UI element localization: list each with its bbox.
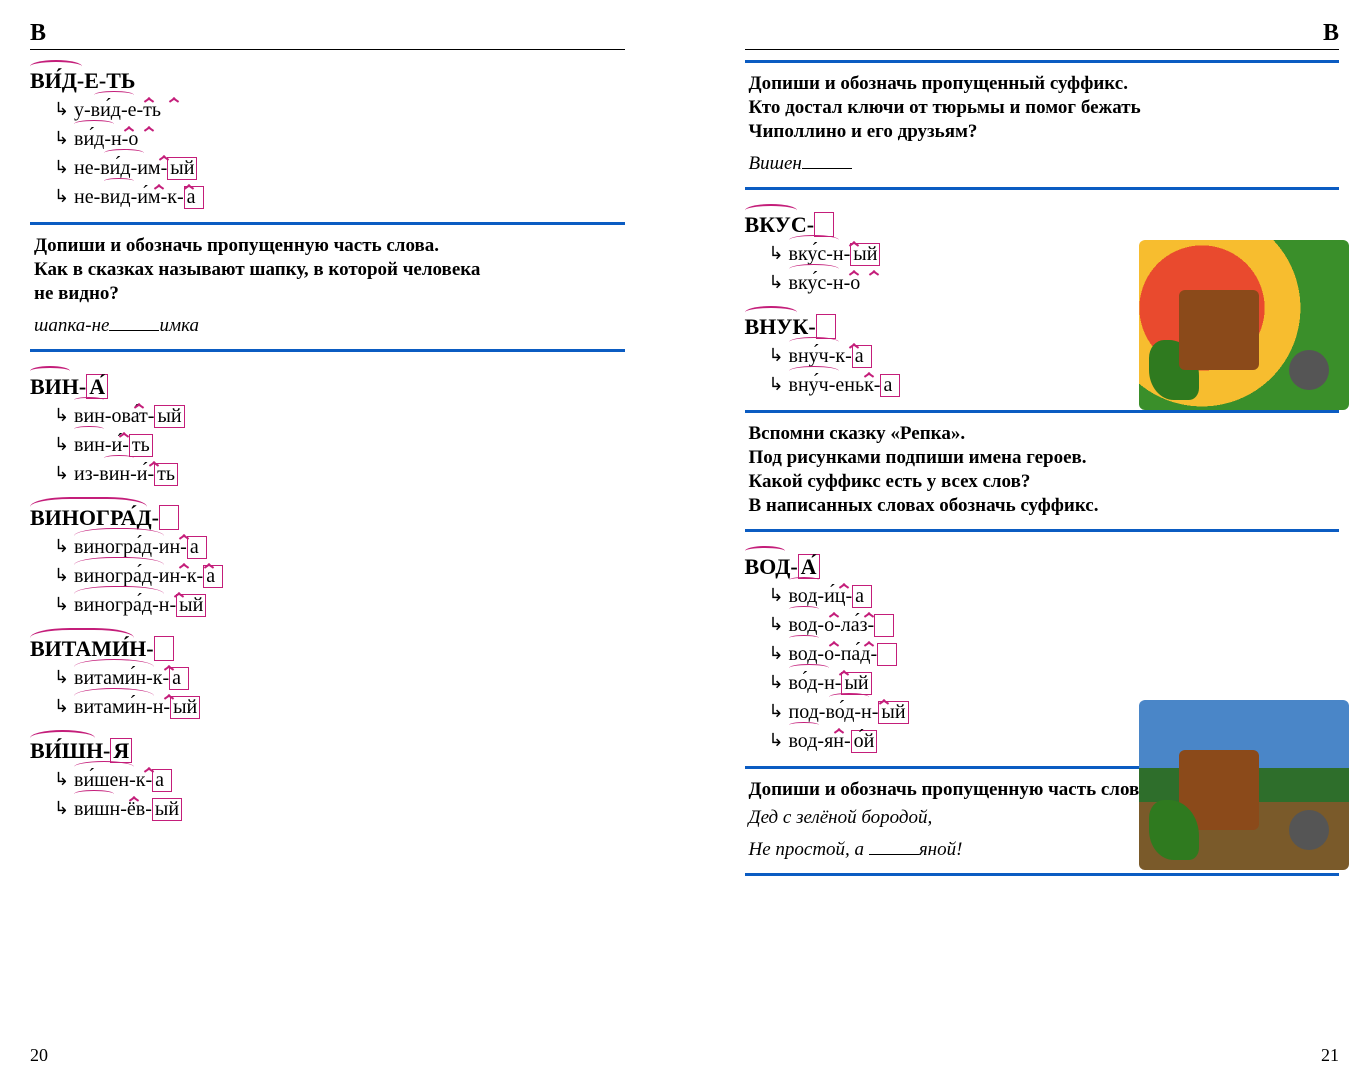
ending-box: ый [878, 701, 908, 724]
task-fillin: шапка-неимка [34, 311, 621, 337]
ending-box: Я [110, 738, 132, 763]
ending-box: ый [841, 672, 871, 695]
derivative-item: витами́н-н-ый [58, 693, 625, 722]
task-line: Под рисунками подпиши имена героев. [749, 447, 1336, 469]
blank[interactable] [802, 149, 852, 169]
ending-box: а [184, 186, 204, 209]
derivative-item: вод-о-ла́з- [773, 611, 1340, 640]
derivative-list: у-ви́д-е-тьви́д-н-оне-ви́д-им-ыйне-вид-и… [58, 96, 625, 212]
headword: ВИНОГРА́Д- [30, 505, 179, 531]
ending-box-empty [154, 636, 174, 661]
illustration-repka [1139, 240, 1349, 410]
ending-box: ть [129, 434, 153, 457]
derivative-list: витами́н-к-авитами́н-н-ый [58, 664, 625, 722]
section-letter-right: В [745, 20, 1340, 50]
ending-box-empty [816, 314, 836, 339]
ending-box: о́й [851, 730, 878, 753]
ending-box: ть [154, 463, 178, 486]
ending-box: ый [176, 594, 206, 617]
ending-box: а [169, 667, 189, 690]
task-line: Чиполлино и его друзьям? [749, 121, 1336, 143]
ending-box: ый [154, 405, 184, 428]
derivative-item: у-ви́д-е-ть [58, 96, 625, 125]
headword: ВИ́ШН-Я [30, 738, 132, 764]
derivative-item: ви́д-н-о [58, 125, 625, 154]
illustration-watermill [1139, 700, 1349, 870]
derivative-item: вод-о-па́д- [773, 640, 1340, 669]
derivative-item: из-вин-и́-ть [58, 460, 625, 489]
headword: ВИ́Д-Е-ТЬ [30, 68, 135, 94]
ending-box: ый [170, 696, 200, 719]
derivative-list: вин-ова́т-ыйвин-и́-тьиз-вин-и́-ть [58, 402, 625, 489]
ending-box: а [203, 565, 223, 588]
headword: ВИТАМИ́Н- [30, 636, 174, 662]
headword: ВКУС- [745, 212, 835, 238]
ending-box: а [880, 374, 900, 397]
task-box-right-1: Допиши и обозначь пропущенный суффикс. К… [745, 60, 1340, 190]
ending-box: А́ [798, 554, 820, 579]
ending-box: А́ [86, 374, 108, 399]
task-fillin: Вишен [749, 149, 1336, 175]
ending-box: ый [167, 157, 197, 180]
ending-box: а [152, 769, 172, 792]
task-box-right-2: Вспомни сказку «Репка». Под рисунками по… [745, 410, 1340, 532]
headword: ВНУК- [745, 314, 836, 340]
task-line: Какой суффикс есть у всех слов? [749, 471, 1336, 493]
task-line: не видно? [34, 283, 621, 305]
ending-box-empty [877, 643, 897, 666]
derivative-list: ви́шен-к-авишн-ёв-ый [58, 766, 625, 824]
derivative-item: витами́н-к-а [58, 664, 625, 693]
blank[interactable] [109, 311, 159, 331]
page-number-right: 21 [1321, 1045, 1339, 1066]
page-right: В Допиши и обозначь пропущенный суффикс.… [685, 0, 1369, 1080]
headword: ВОД-А́ [745, 554, 820, 580]
ending-box: ый [850, 243, 880, 266]
task-line: В написанных словах обозначь суффикс. [749, 495, 1336, 517]
task-box-left-1: Допиши и обозначь пропущенную часть слов… [30, 222, 625, 352]
section-letter-left: В [30, 20, 625, 50]
ending-box: а [852, 585, 872, 608]
task-line: Вспомни сказку «Репка». [749, 423, 1336, 445]
headword: ВИН-А́ [30, 374, 108, 400]
derivative-item: вин-и́-ть [58, 431, 625, 460]
ending-box-empty [874, 614, 894, 637]
ending-box: а [187, 536, 207, 559]
task-line: Как в сказках называют шапку, в которой … [34, 259, 621, 281]
derivative-item: ви́шен-к-а [58, 766, 625, 795]
page-number-left: 20 [30, 1045, 48, 1066]
derivative-item: вишн-ёв-ый [58, 795, 625, 824]
derivative-item: не-ви́д-им-ый [58, 154, 625, 183]
ending-box-empty [159, 505, 179, 530]
task-line: Допиши и обозначь пропущенный суффикс. [749, 73, 1336, 95]
derivative-item: вин-ова́т-ый [58, 402, 625, 431]
ending-box-empty [814, 212, 834, 237]
derivative-item: не-вид-и́м-к-а [58, 183, 625, 212]
task-line: Кто достал ключи от тюрьмы и помог бежат… [749, 97, 1336, 119]
derivative-item: вод-и́ц-а [773, 582, 1340, 611]
page-left: В ВИ́Д-Е-ТЬу-ви́д-е-тьви́д-н-оне-ви́д-им… [0, 0, 685, 1080]
ending-box: а [852, 345, 872, 368]
derivative-list: виногра́д-ин-авиногра́д-ин-к-авиногра́д-… [58, 533, 625, 620]
task-line: Допиши и обозначь пропущенную часть слов… [34, 235, 621, 257]
blank[interactable] [869, 835, 919, 855]
ending-box: ый [152, 798, 182, 821]
derivative-item: виногра́д-н-ый [58, 591, 625, 620]
